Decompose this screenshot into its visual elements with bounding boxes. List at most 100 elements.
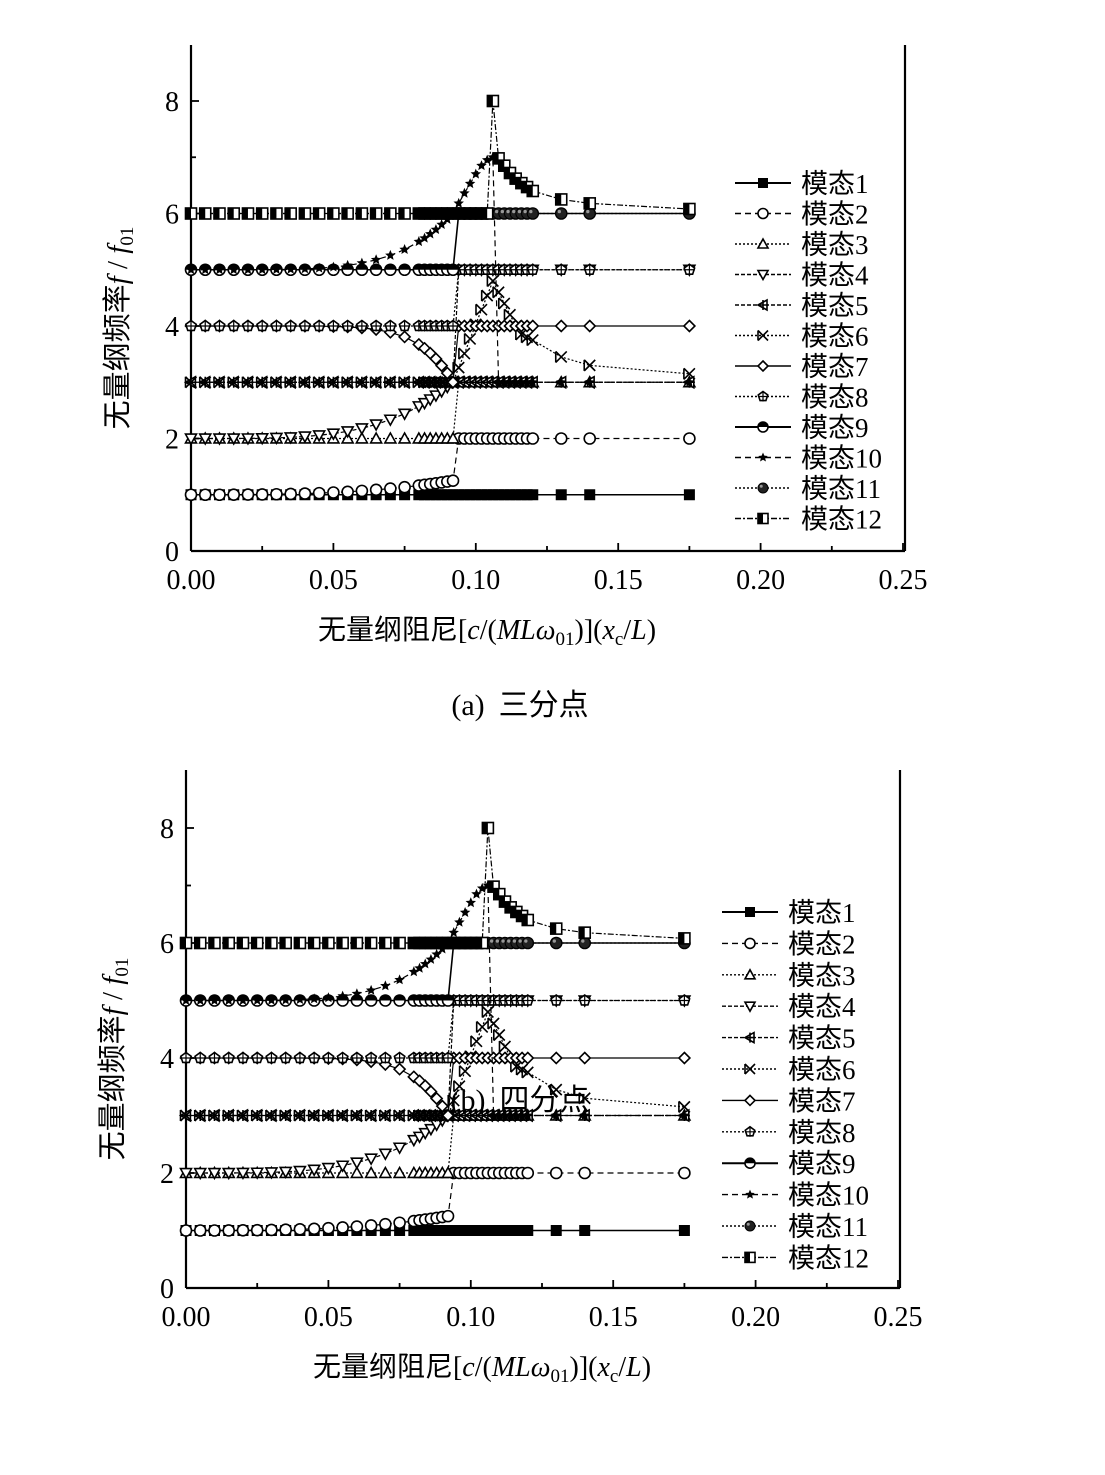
data-point [364, 1165, 378, 1179]
square-half-fill [482, 822, 488, 834]
data-point [270, 376, 283, 389]
data-point [251, 1051, 264, 1064]
sphere-highlight [506, 209, 510, 214]
data-point [683, 202, 696, 216]
star-marker [420, 958, 431, 969]
marker-cross [678, 995, 690, 1006]
data-point [307, 1051, 321, 1064]
series-mode-4 [184, 264, 697, 446]
x-marker [486, 274, 499, 288]
data-point [265, 1051, 278, 1064]
data-point [270, 487, 283, 501]
marker-cross [522, 995, 534, 1006]
square-half-fill [464, 208, 471, 219]
square-half-fill [280, 937, 286, 949]
data-point [213, 319, 226, 332]
legend-label: 模态7 [788, 1086, 856, 1116]
x-marker [293, 1109, 306, 1122]
circle-marker [284, 487, 297, 501]
series-mode-8 [179, 994, 691, 1064]
square-marker [447, 489, 459, 501]
square-marker [458, 489, 470, 501]
star-marker [494, 1110, 505, 1120]
square-marker [482, 1225, 494, 1236]
triangle-down-marker [221, 1167, 236, 1181]
square-half-fill [475, 208, 482, 219]
data-point [435, 1099, 449, 1113]
square-marker [498, 489, 510, 501]
data-point [223, 995, 234, 1005]
data-point [384, 319, 397, 332]
data-point [222, 1051, 235, 1064]
data-point [583, 359, 596, 372]
circle-marker [265, 1223, 278, 1237]
triangle-down-marker [378, 1148, 393, 1161]
data-point [312, 207, 326, 220]
marker-cross [579, 995, 591, 1006]
data-point [578, 1166, 592, 1180]
data-point [307, 936, 321, 950]
marker-cross [313, 320, 325, 332]
data-point [227, 488, 241, 501]
sphere-highlight [495, 939, 500, 943]
data-point [193, 1224, 207, 1237]
marker-cross [208, 1052, 220, 1064]
star-marker [413, 236, 425, 247]
star-marker [195, 995, 206, 1005]
diamond-marker [397, 330, 412, 344]
data-point [476, 160, 487, 171]
data-point [434, 358, 449, 373]
x-marker [255, 376, 269, 389]
data-point [392, 1165, 407, 1179]
data-point [294, 994, 306, 1005]
data-point [683, 367, 696, 380]
data-point [255, 207, 269, 220]
circle-half-fill [384, 264, 396, 270]
x-marker [492, 1028, 506, 1042]
square-marker [379, 1225, 391, 1236]
square-half-fill [515, 177, 522, 189]
marker-cross [399, 320, 411, 332]
circle-marker [193, 1224, 207, 1237]
data-point [470, 1225, 482, 1236]
data-point [526, 184, 540, 198]
data-point [499, 1110, 511, 1120]
label-part: c [467, 615, 480, 646]
data-point [498, 1040, 512, 1053]
triangle-up-marker [369, 431, 383, 444]
data-point [293, 1051, 307, 1064]
x-marker [312, 376, 326, 389]
square-marker [394, 1225, 406, 1236]
triangle-down-marker [335, 1160, 350, 1173]
series-mode-12 [184, 94, 696, 220]
data-point [510, 489, 522, 501]
y-tick-label: 0 [165, 537, 179, 568]
triangle-down-marker [424, 1123, 438, 1137]
data-point [423, 394, 438, 407]
star-marker [209, 995, 220, 1005]
circle-marker [270, 487, 283, 501]
diamond-marker [441, 1108, 455, 1123]
marker-cross [584, 264, 596, 276]
data-point [364, 1153, 378, 1166]
data-point [458, 347, 471, 360]
square-half-fill [745, 1252, 750, 1263]
data-point [677, 1051, 692, 1065]
data-point [549, 1051, 563, 1065]
data-point [193, 1167, 208, 1181]
square-marker [487, 489, 499, 501]
square-half-fill [379, 937, 386, 949]
square-half-fill [194, 937, 201, 949]
star-marker [356, 257, 368, 268]
marker-cross [442, 1052, 454, 1064]
series-line [191, 269, 690, 440]
star-marker [228, 264, 239, 275]
legend-label: 模态6 [788, 1055, 856, 1085]
label-part: 01 [551, 1366, 570, 1387]
square-half-fill [384, 208, 391, 219]
square-half-fill [504, 167, 510, 179]
label-part: / [623, 615, 631, 646]
x-marker [458, 1065, 472, 1078]
data-point [242, 264, 254, 275]
data-point [527, 489, 539, 501]
